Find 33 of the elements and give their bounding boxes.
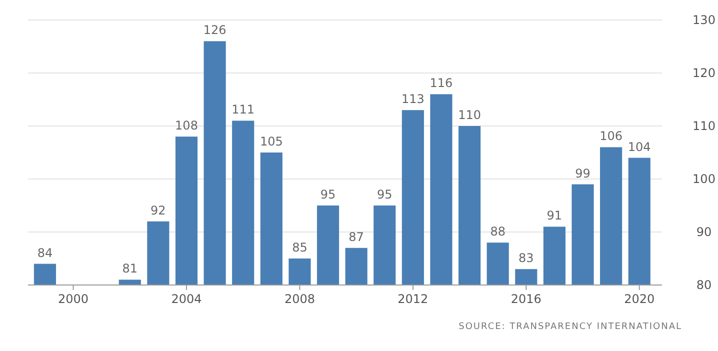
data-label: 104 — [628, 140, 651, 154]
x-tick-label: 2012 — [398, 292, 428, 306]
data-label: 113 — [401, 92, 424, 106]
data-label: 105 — [260, 134, 283, 148]
x-tick-label: 2008 — [284, 292, 315, 306]
y-tick-label: 130 — [692, 13, 716, 27]
data-label: 108 — [175, 118, 198, 133]
x-tick-label: 2016 — [510, 292, 542, 306]
data-label: 95 — [320, 188, 336, 202]
data-label: 106 — [600, 129, 623, 144]
data-label: 110 — [458, 108, 481, 122]
data-label: 116 — [430, 76, 453, 90]
y-tick-label: 100 — [692, 172, 716, 186]
data-label: 126 — [203, 23, 226, 38]
x-tick-label: 2004 — [171, 292, 202, 306]
x-tick-label: 2020 — [624, 292, 655, 306]
y-tick-label: 80 — [696, 278, 712, 292]
data-label: 95 — [376, 188, 392, 202]
data-label: 83 — [518, 251, 534, 266]
data-label: 111 — [232, 102, 255, 117]
source-note: SOURCE: TRANSPARENCY INTERNATIONAL — [458, 322, 682, 332]
data-label: 87 — [348, 230, 364, 244]
data-label: 99 — [575, 166, 590, 180]
data-label: 91 — [546, 208, 562, 223]
data-label: 92 — [150, 203, 166, 218]
y-tick-label: 120 — [692, 66, 716, 80]
data-label: 85 — [292, 240, 308, 254]
data-label: 84 — [37, 246, 53, 260]
y-tick-label: 90 — [696, 225, 712, 239]
data-label: 88 — [490, 224, 506, 239]
y-tick-label: 110 — [692, 119, 716, 133]
data-label: 81 — [122, 262, 138, 276]
x-tick-label: 2000 — [58, 292, 89, 306]
